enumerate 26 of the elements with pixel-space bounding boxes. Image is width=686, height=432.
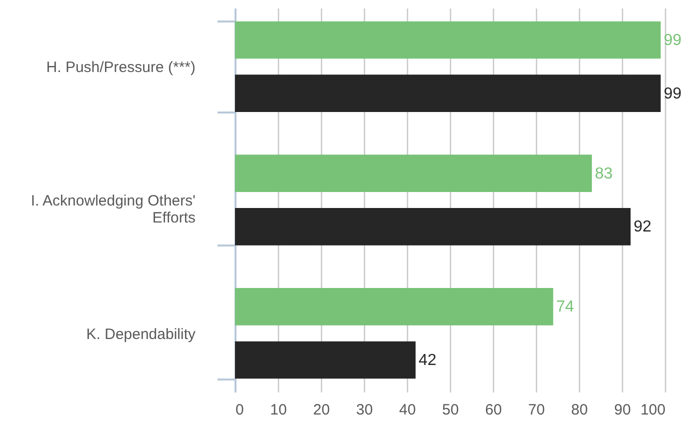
bar	[235, 154, 592, 192]
data-label: 74	[556, 298, 574, 316]
x-tick-label: 70	[528, 402, 545, 418]
bar	[235, 208, 631, 246]
x-tick-label: 0	[236, 402, 244, 418]
x-tick-label: 60	[485, 402, 502, 418]
data-label: 83	[594, 165, 613, 182]
data-label: 92	[634, 218, 652, 236]
x-tick-label: 80	[571, 402, 588, 418]
bar	[235, 21, 661, 59]
x-tick-label: 90	[614, 402, 631, 418]
x-tick-label: 20	[313, 402, 330, 418]
x-tick-label: 10	[270, 402, 287, 418]
data-label: 99	[664, 32, 682, 49]
x-tick-label: 50	[442, 402, 459, 418]
x-tick-label: 100	[640, 402, 666, 418]
bar	[235, 288, 554, 326]
data-label: 42	[418, 352, 436, 369]
data-label: 99	[664, 85, 682, 102]
bar	[235, 341, 416, 379]
x-tick-label: 40	[399, 402, 416, 418]
x-tick-label: 30	[356, 402, 373, 418]
y-tick-label: H. Push/Pressure (***)	[46, 59, 196, 76]
bar	[235, 74, 661, 112]
y-tick-label: K. Dependability	[86, 326, 196, 343]
y-tick-label: I. Acknowledging Others' Efforts	[30, 192, 196, 226]
